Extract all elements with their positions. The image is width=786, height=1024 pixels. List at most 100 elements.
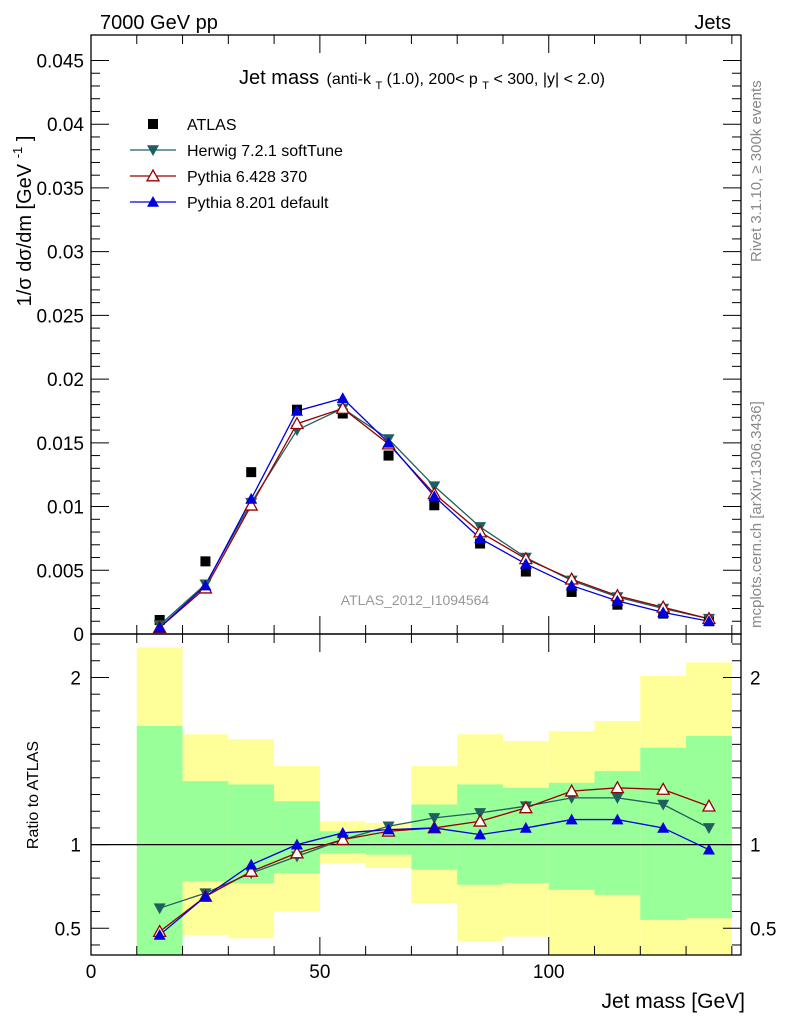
data-point-atlas bbox=[246, 467, 257, 478]
inner-uncertainty-band bbox=[136, 725, 183, 955]
legend-label: Pythia 6.428 370 bbox=[187, 169, 307, 186]
ratio-plot-panel: 0.5 0.5 1 1 2 2 0 50 100 Ratio to ATLAS Jet mass… bbox=[25, 633, 776, 1013]
y-label-text: 1/σ dσ/dm [GeV bbox=[14, 163, 36, 306]
ratio-point-pythia-8-201-default bbox=[565, 813, 578, 825]
ratio-point-pythia-8-201-default bbox=[199, 890, 212, 902]
analysis-label: ATLAS_2012_I1094564 bbox=[341, 592, 490, 608]
data-point-pythia-6-428-370 bbox=[335, 401, 350, 414]
data-point-atlas bbox=[383, 450, 394, 461]
data-point-pythia-8-201-default bbox=[153, 621, 166, 633]
main-y-tick-label: 0.01 bbox=[47, 498, 84, 519]
main-plot-panel: 0 0.005 0.01 0.015 0.02 0.025 0.03 0.035 0.04 0.0… bbox=[5, 34, 742, 646]
x-axis-label: Jet mass [GeV] bbox=[601, 990, 745, 1013]
main-y-axis-label: 1/σ dσ/dm [GeV -1 ] bbox=[5, 136, 36, 307]
x-tick-label: 100 bbox=[533, 962, 565, 983]
ratio-point-pythia-6-428-370 bbox=[518, 800, 533, 814]
ratio-points-pythia-8-201-default bbox=[153, 813, 715, 940]
data-point-pythia-6-428-370 bbox=[289, 416, 305, 430]
ratio-point-herwig-7-2-1-softtune bbox=[611, 793, 624, 804]
ratio-point-herwig-7-2-1-softtune bbox=[657, 799, 670, 811]
main-y-tick-label: 0.025 bbox=[36, 306, 84, 327]
main-y-tick-label: 0.015 bbox=[36, 434, 84, 455]
ratio-plot-marks bbox=[152, 780, 717, 940]
rivet-version-label: Rivet 3.1.10, ≥ 300k events bbox=[748, 80, 765, 262]
ratio-y-axis-label: Ratio to ATLAS bbox=[25, 741, 42, 849]
data-point-pythia-8-201-default bbox=[611, 594, 624, 606]
ratio-point-pythia-6-428-370 bbox=[656, 782, 671, 795]
inner-uncertainty-band bbox=[182, 781, 229, 882]
ratio-points-pythia-6-428-370 bbox=[152, 780, 717, 938]
ratio-y-tick-label: 2 bbox=[70, 668, 81, 689]
data-point-atlas bbox=[566, 586, 577, 597]
ratio-point-pythia-8-201-default bbox=[702, 843, 715, 855]
ratio-point-pythia-8-201-default bbox=[428, 821, 441, 833]
ratio-point-pythia-8-201-default bbox=[245, 858, 258, 870]
data-point-atlas bbox=[520, 566, 531, 577]
ratio-point-pythia-6-428-370 bbox=[244, 864, 259, 877]
main-y-tick-label: 0.03 bbox=[47, 243, 84, 264]
ratio-point-pythia-6-428-370 bbox=[564, 783, 579, 797]
legend-label: Herwig 7.2.1 softTune bbox=[187, 143, 343, 160]
data-point-pythia-8-201-default bbox=[336, 392, 349, 404]
ratio-point-herwig-7-2-1-softtune bbox=[474, 808, 487, 819]
main-y-tick-label: 0.035 bbox=[36, 179, 84, 200]
main-legend: ATLAS Herwig 7.2.1 softTune Pythia 6.428 3… bbox=[130, 117, 343, 212]
header-process-label: Jets bbox=[694, 12, 731, 34]
ratio-point-pythia-6-428-370 bbox=[472, 813, 488, 827]
ratio-y-tick-label: 1 bbox=[70, 836, 81, 857]
title-detail-3: < 300, |y| < 2.0) bbox=[493, 71, 605, 88]
data-point-pythia-8-201-default bbox=[657, 606, 670, 618]
title-main: Jet mass bbox=[239, 67, 319, 89]
ratio-point-pythia-8-201-default bbox=[153, 928, 166, 940]
y-label-close: ] bbox=[14, 136, 36, 142]
legend-label: ATLAS bbox=[187, 117, 237, 134]
ratio-y-tick-label-right: 2 bbox=[750, 668, 761, 689]
data-point-pythia-8-201-default bbox=[199, 579, 212, 591]
title-detail-1: (anti-k bbox=[327, 71, 372, 88]
ratio-point-pythia-6-428-370 bbox=[289, 845, 305, 859]
ratio-point-pythia-8-201-default bbox=[336, 826, 349, 838]
data-point-pythia-8-201-default bbox=[519, 557, 532, 569]
ratio-point-pythia-6-428-370 bbox=[335, 832, 350, 846]
legend-marker bbox=[145, 168, 161, 182]
main-y-ticks: 0 0.005 0.01 0.015 0.02 0.025 0.03 0.035 0.04 0.0… bbox=[36, 35, 741, 646]
main-y-tick-label: 0 bbox=[73, 625, 84, 646]
ratio-y-tick-label-right: 0.5 bbox=[750, 919, 776, 940]
series-points-pythia-8-201-default bbox=[153, 392, 715, 633]
data-point-atlas bbox=[154, 614, 165, 625]
data-point-atlas bbox=[429, 500, 440, 511]
inner-uncertainty-band bbox=[365, 831, 412, 855]
data-point-pythia-8-201-default bbox=[702, 615, 715, 627]
main-plot-marks bbox=[152, 392, 717, 634]
ratio-point-pythia-8-201-default bbox=[382, 823, 395, 835]
data-point-pythia-8-201-default bbox=[428, 490, 441, 502]
data-point-pythia-8-201-default bbox=[382, 436, 395, 448]
legend-marker bbox=[148, 119, 158, 129]
data-point-atlas bbox=[200, 556, 211, 567]
header-collision-label: 7000 GeV pp bbox=[100, 12, 218, 34]
ratio-y-tick-label: 0.5 bbox=[55, 919, 81, 940]
legend-marker bbox=[147, 196, 159, 207]
ratio-y-tick-label-right: 1 bbox=[750, 836, 761, 857]
data-point-pythia-8-201-default bbox=[474, 532, 487, 544]
ratio-point-pythia-8-201-default bbox=[657, 821, 670, 833]
data-point-pythia-8-201-default bbox=[565, 579, 578, 591]
main-y-tick-label: 0.045 bbox=[36, 51, 84, 72]
data-point-atlas bbox=[475, 538, 486, 549]
title-detail-2: (1.0), 200< p bbox=[387, 71, 478, 88]
ratio-point-herwig-7-2-1-softtune bbox=[428, 813, 441, 824]
inner-uncertainty-band bbox=[640, 747, 687, 920]
data-point-pythia-8-201-default bbox=[290, 404, 303, 416]
ratio-point-herwig-7-2-1-softtune bbox=[702, 823, 715, 834]
ratio-plot-frame bbox=[90, 633, 742, 956]
legend-marker bbox=[147, 145, 159, 156]
title-subscript-1: T bbox=[375, 80, 382, 92]
main-plot-title: Jet mass (anti-k T (1.0), 200< p T < 300… bbox=[239, 67, 605, 93]
data-point-pythia-6-428-370 bbox=[244, 497, 259, 511]
ratio-point-pythia-6-428-370 bbox=[610, 780, 625, 794]
ratio-point-pythia-8-201-default bbox=[290, 838, 303, 850]
ratio-point-pythia-8-201-default bbox=[474, 828, 487, 840]
y-label-superscript: -1 bbox=[10, 147, 25, 159]
ratio-point-herwig-7-2-1-softtune bbox=[153, 903, 166, 915]
